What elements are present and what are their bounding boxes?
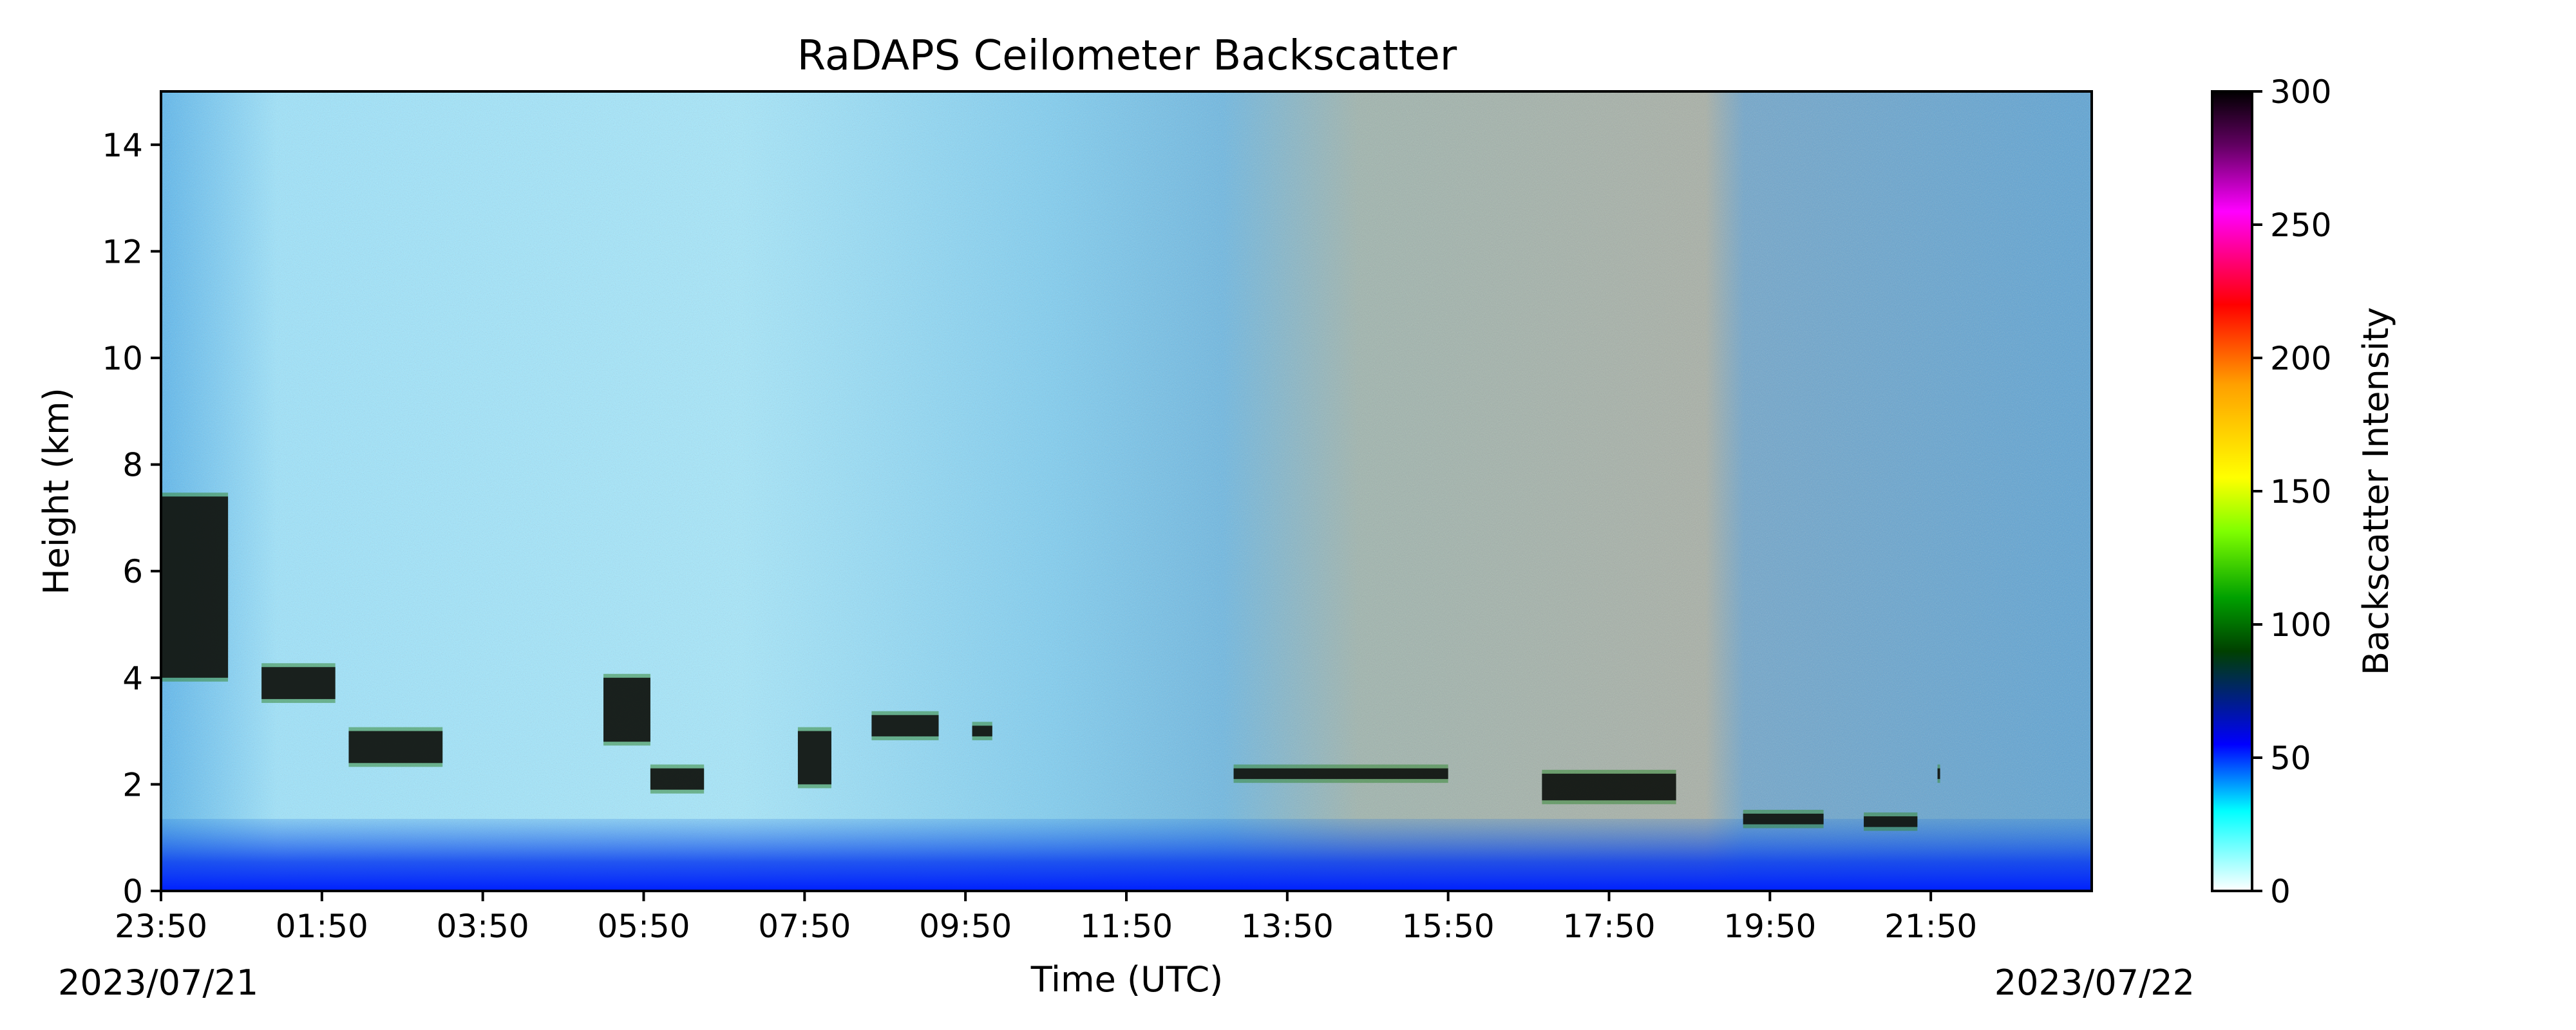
y-tick-label: 12 xyxy=(102,233,143,270)
x-tick-label: 03:50 xyxy=(437,908,529,945)
date-end-label: 2023/07/22 xyxy=(1994,962,2195,1003)
x-tick-label: 11:50 xyxy=(1080,908,1173,945)
y-axis-title: Height (km) xyxy=(36,388,77,595)
colorbar-tick-label: 100 xyxy=(2270,606,2331,644)
colorbar-tick-label: 50 xyxy=(2270,740,2311,777)
cloud-layer xyxy=(650,768,705,790)
y-tick-label: 10 xyxy=(102,340,143,377)
y-tick-label: 0 xyxy=(122,873,143,910)
x-tick-label: 13:50 xyxy=(1241,908,1334,945)
x-tick-label: 07:50 xyxy=(758,908,851,945)
cloud-layer xyxy=(1743,813,1824,825)
colorbar-tick-label: 300 xyxy=(2270,73,2331,111)
x-tick-label: 05:50 xyxy=(597,908,690,945)
cloud-layer xyxy=(348,731,443,763)
y-tick-label: 4 xyxy=(122,660,143,697)
colorbar-tick-label: 0 xyxy=(2270,873,2291,910)
x-axis: 23:50 01:50 03:50 05:50 07:50 09:50 11:50 13:50… xyxy=(115,891,1977,945)
chart-title: RaDAPS Ceilometer Backscatter xyxy=(797,32,1457,80)
x-tick-label: 01:50 xyxy=(276,908,368,945)
cloud-layer-group xyxy=(161,492,1940,831)
cloud-layer xyxy=(797,731,831,785)
x-axis-title: Time (UTC) xyxy=(1030,959,1224,1000)
y-axis: 0 2 4 6 8 10 12 14 xyxy=(102,127,161,910)
y-tick-label: 14 xyxy=(102,127,143,164)
colorbar-tick-label: 200 xyxy=(2270,340,2331,377)
x-tick-label: 19:50 xyxy=(1723,908,1816,945)
x-tick-label: 21:50 xyxy=(1884,908,1977,945)
cloud-layer xyxy=(261,667,336,699)
x-tick-label: 17:50 xyxy=(1562,908,1655,945)
cloud-layer xyxy=(972,726,992,736)
colorbar-ticks: 0 50 100 150 200 250 300 xyxy=(2252,73,2331,910)
y-tick-label: 2 xyxy=(122,766,143,803)
cloud-layer xyxy=(161,496,229,678)
plot-noise-texture xyxy=(161,91,2092,891)
x-tick-label: 15:50 xyxy=(1402,908,1495,945)
y-tick-label: 6 xyxy=(122,553,143,590)
colorbar: 0 50 100 150 200 250 300 Backscatter Intensity xyxy=(2211,73,2396,910)
date-start-label: 2023/07/21 xyxy=(58,962,258,1003)
plot-area xyxy=(161,91,2092,891)
cloud-layer xyxy=(1542,773,1676,801)
boundary-layer-band xyxy=(161,819,2092,891)
cloud-layer xyxy=(1864,816,1918,827)
cloud-layer xyxy=(871,715,939,736)
y-tick-label: 8 xyxy=(122,447,143,484)
cloud-layer xyxy=(603,677,650,742)
colorbar-gradient xyxy=(2211,90,2253,892)
cloud-layer xyxy=(1937,768,1940,780)
colorbar-tick-label: 150 xyxy=(2270,473,2331,510)
colorbar-title: Backscatter Intensity xyxy=(2356,307,2396,675)
cloud-layer xyxy=(1233,768,1448,780)
x-tick-label: 09:50 xyxy=(919,908,1012,945)
colorbar-tick-label: 250 xyxy=(2270,207,2331,244)
x-tick-label: 23:50 xyxy=(115,908,207,945)
